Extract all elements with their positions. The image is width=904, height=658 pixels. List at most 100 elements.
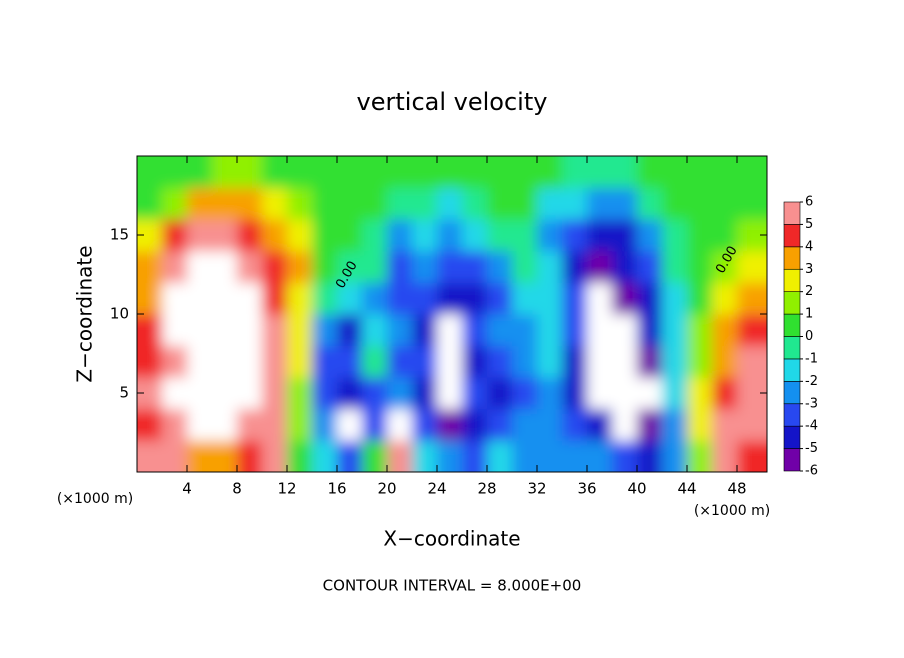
cell bbox=[662, 250, 688, 283]
cell bbox=[312, 408, 338, 441]
cell bbox=[162, 282, 188, 315]
colorbar-tick-label: -6 bbox=[805, 464, 818, 479]
cell bbox=[387, 440, 413, 472]
cell bbox=[337, 156, 363, 189]
cell bbox=[687, 187, 713, 220]
cell bbox=[362, 314, 388, 347]
cell bbox=[387, 377, 413, 410]
cell bbox=[337, 187, 363, 220]
cell bbox=[237, 219, 263, 252]
cell bbox=[612, 187, 638, 220]
cell bbox=[312, 282, 338, 315]
cell bbox=[462, 314, 488, 347]
cell bbox=[487, 440, 513, 472]
cell bbox=[237, 187, 263, 220]
cell bbox=[537, 156, 563, 189]
cell bbox=[637, 440, 663, 472]
x-unit-label: (×1000 m) bbox=[694, 503, 770, 519]
cell bbox=[237, 250, 263, 283]
cell bbox=[337, 314, 363, 347]
cell bbox=[537, 345, 563, 378]
cell bbox=[512, 345, 538, 378]
x-tick-label: 48 bbox=[727, 480, 746, 498]
cell bbox=[512, 314, 538, 347]
cell bbox=[187, 345, 213, 378]
colorbar-band bbox=[783, 336, 801, 360]
cell bbox=[212, 187, 238, 220]
cell bbox=[237, 377, 263, 410]
cell bbox=[212, 377, 238, 410]
cell bbox=[437, 314, 463, 347]
cell bbox=[537, 408, 563, 441]
colorbar-band bbox=[783, 358, 801, 382]
x-tick-label: 4 bbox=[182, 480, 192, 498]
y-tick-label: 15 bbox=[110, 226, 129, 244]
cell bbox=[737, 408, 767, 441]
cell bbox=[712, 440, 738, 472]
cell bbox=[562, 219, 588, 252]
cell bbox=[562, 282, 588, 315]
cell bbox=[437, 377, 463, 410]
cell bbox=[662, 377, 688, 410]
colorbar-tick-label: 1 bbox=[805, 307, 813, 322]
cell bbox=[487, 187, 513, 220]
cell bbox=[437, 250, 463, 283]
cell bbox=[362, 408, 388, 441]
colorbar-tick-label: -3 bbox=[805, 396, 818, 411]
cell bbox=[487, 345, 513, 378]
cell bbox=[512, 187, 538, 220]
cell bbox=[387, 282, 413, 315]
cell bbox=[437, 219, 463, 252]
cell bbox=[687, 282, 713, 315]
cell bbox=[687, 345, 713, 378]
cell bbox=[562, 156, 588, 189]
cell bbox=[637, 250, 663, 283]
cell bbox=[162, 440, 188, 472]
colorbar-tick-label: 6 bbox=[805, 195, 813, 210]
colorbar-tick-label: 0 bbox=[805, 329, 813, 344]
chart-title: vertical velocity bbox=[357, 88, 548, 116]
cell bbox=[262, 156, 288, 189]
cell bbox=[187, 408, 213, 441]
cell bbox=[337, 219, 363, 252]
cell bbox=[412, 282, 438, 315]
cell bbox=[137, 408, 163, 441]
cell bbox=[462, 219, 488, 252]
cell bbox=[537, 440, 563, 472]
cell bbox=[562, 250, 588, 283]
cell bbox=[312, 345, 338, 378]
cell bbox=[512, 156, 538, 189]
cell bbox=[262, 250, 288, 283]
cell bbox=[212, 440, 238, 472]
cell bbox=[687, 377, 713, 410]
cell bbox=[662, 282, 688, 315]
cell bbox=[362, 377, 388, 410]
cell bbox=[412, 156, 438, 189]
cell bbox=[337, 282, 363, 315]
cell bbox=[712, 219, 738, 252]
cell bbox=[362, 282, 388, 315]
cell bbox=[412, 219, 438, 252]
x-tick-label: 12 bbox=[277, 480, 296, 498]
cell bbox=[312, 187, 338, 220]
cell bbox=[137, 187, 163, 220]
cell bbox=[412, 314, 438, 347]
x-tick-label: 24 bbox=[427, 480, 446, 498]
cell bbox=[462, 408, 488, 441]
cell bbox=[562, 314, 588, 347]
cell bbox=[162, 408, 188, 441]
cell bbox=[212, 156, 238, 189]
cell bbox=[312, 377, 338, 410]
cell bbox=[187, 187, 213, 220]
cell bbox=[187, 250, 213, 283]
cell bbox=[262, 408, 288, 441]
cell bbox=[612, 408, 638, 441]
cell bbox=[737, 440, 767, 472]
cell bbox=[237, 282, 263, 315]
cell bbox=[587, 282, 613, 315]
cell bbox=[162, 219, 188, 252]
cell bbox=[287, 219, 313, 252]
colorbar-band bbox=[783, 224, 801, 248]
cell bbox=[737, 219, 767, 252]
x-unit-label: (×1000 m) bbox=[57, 491, 133, 507]
